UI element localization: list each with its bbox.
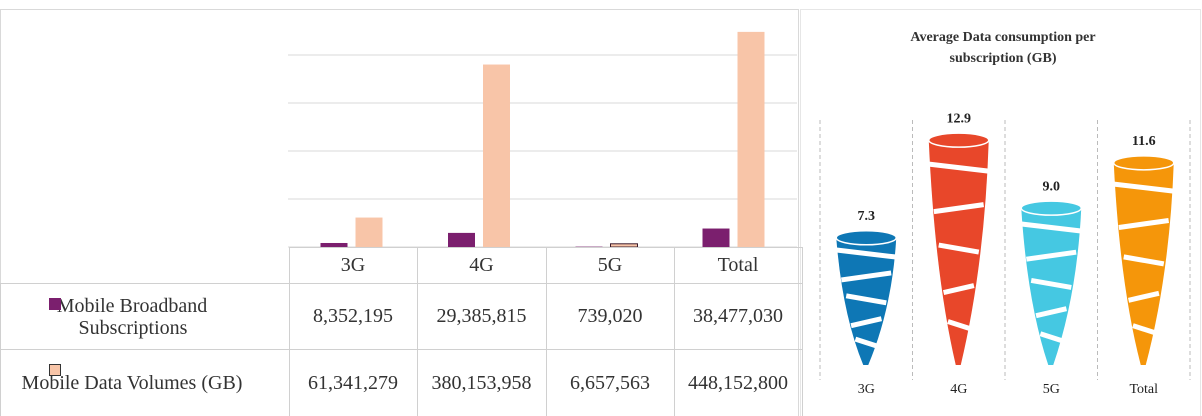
x-tick-label: 3G	[289, 248, 417, 284]
legend-swatch	[49, 298, 61, 310]
tornado-top	[836, 231, 896, 245]
chart-title: Average Data consumption per subscription…	[910, 30, 1095, 66]
tornado-top	[1021, 201, 1081, 215]
tornado	[1114, 163, 1174, 365]
table-value: 6,657,563	[546, 350, 674, 416]
tornado-top	[1114, 156, 1174, 170]
table-value: 61,341,279	[289, 350, 417, 416]
empty-cell	[1, 248, 290, 284]
bar	[738, 32, 765, 247]
legend-swatch	[49, 364, 61, 376]
legend-cell: Mobile Broadband Subscriptions	[1, 284, 290, 350]
page: Average Data consumption per subscription…	[0, 0, 1202, 416]
table-value: 380,153,958	[417, 350, 546, 416]
x-tick-label: Total	[1129, 382, 1158, 397]
tornado-top	[929, 133, 989, 147]
x-tick-label: 5G	[546, 248, 674, 284]
bar	[703, 229, 730, 247]
value-label: 12.9	[947, 111, 972, 126]
x-tick-label: 4G	[417, 248, 546, 284]
value-label: 7.3	[858, 209, 876, 224]
bar	[483, 65, 510, 247]
table-value: 739,020	[546, 284, 674, 350]
table-value: 38,477,030	[674, 284, 802, 350]
tornado	[929, 140, 989, 365]
value-label: 9.0	[1043, 179, 1061, 194]
x-tick-label: 4G	[950, 382, 967, 397]
legend-cell: Mobile Data Volumes (GB)	[1, 350, 290, 416]
title-line: subscription (GB)	[950, 51, 1057, 66]
value-label: 11.6	[1132, 134, 1156, 149]
x-tick-label: Total	[674, 248, 802, 284]
bar	[356, 218, 383, 247]
table-value: 8,352,195	[289, 284, 417, 350]
table-value: 29,385,815	[417, 284, 546, 350]
x-tick-label: 3G	[858, 382, 875, 397]
title-line: Average Data consumption per	[910, 30, 1095, 45]
table-value: 448,152,800	[674, 350, 802, 416]
x-tick-label: 5G	[1043, 382, 1060, 397]
bar	[448, 233, 475, 247]
